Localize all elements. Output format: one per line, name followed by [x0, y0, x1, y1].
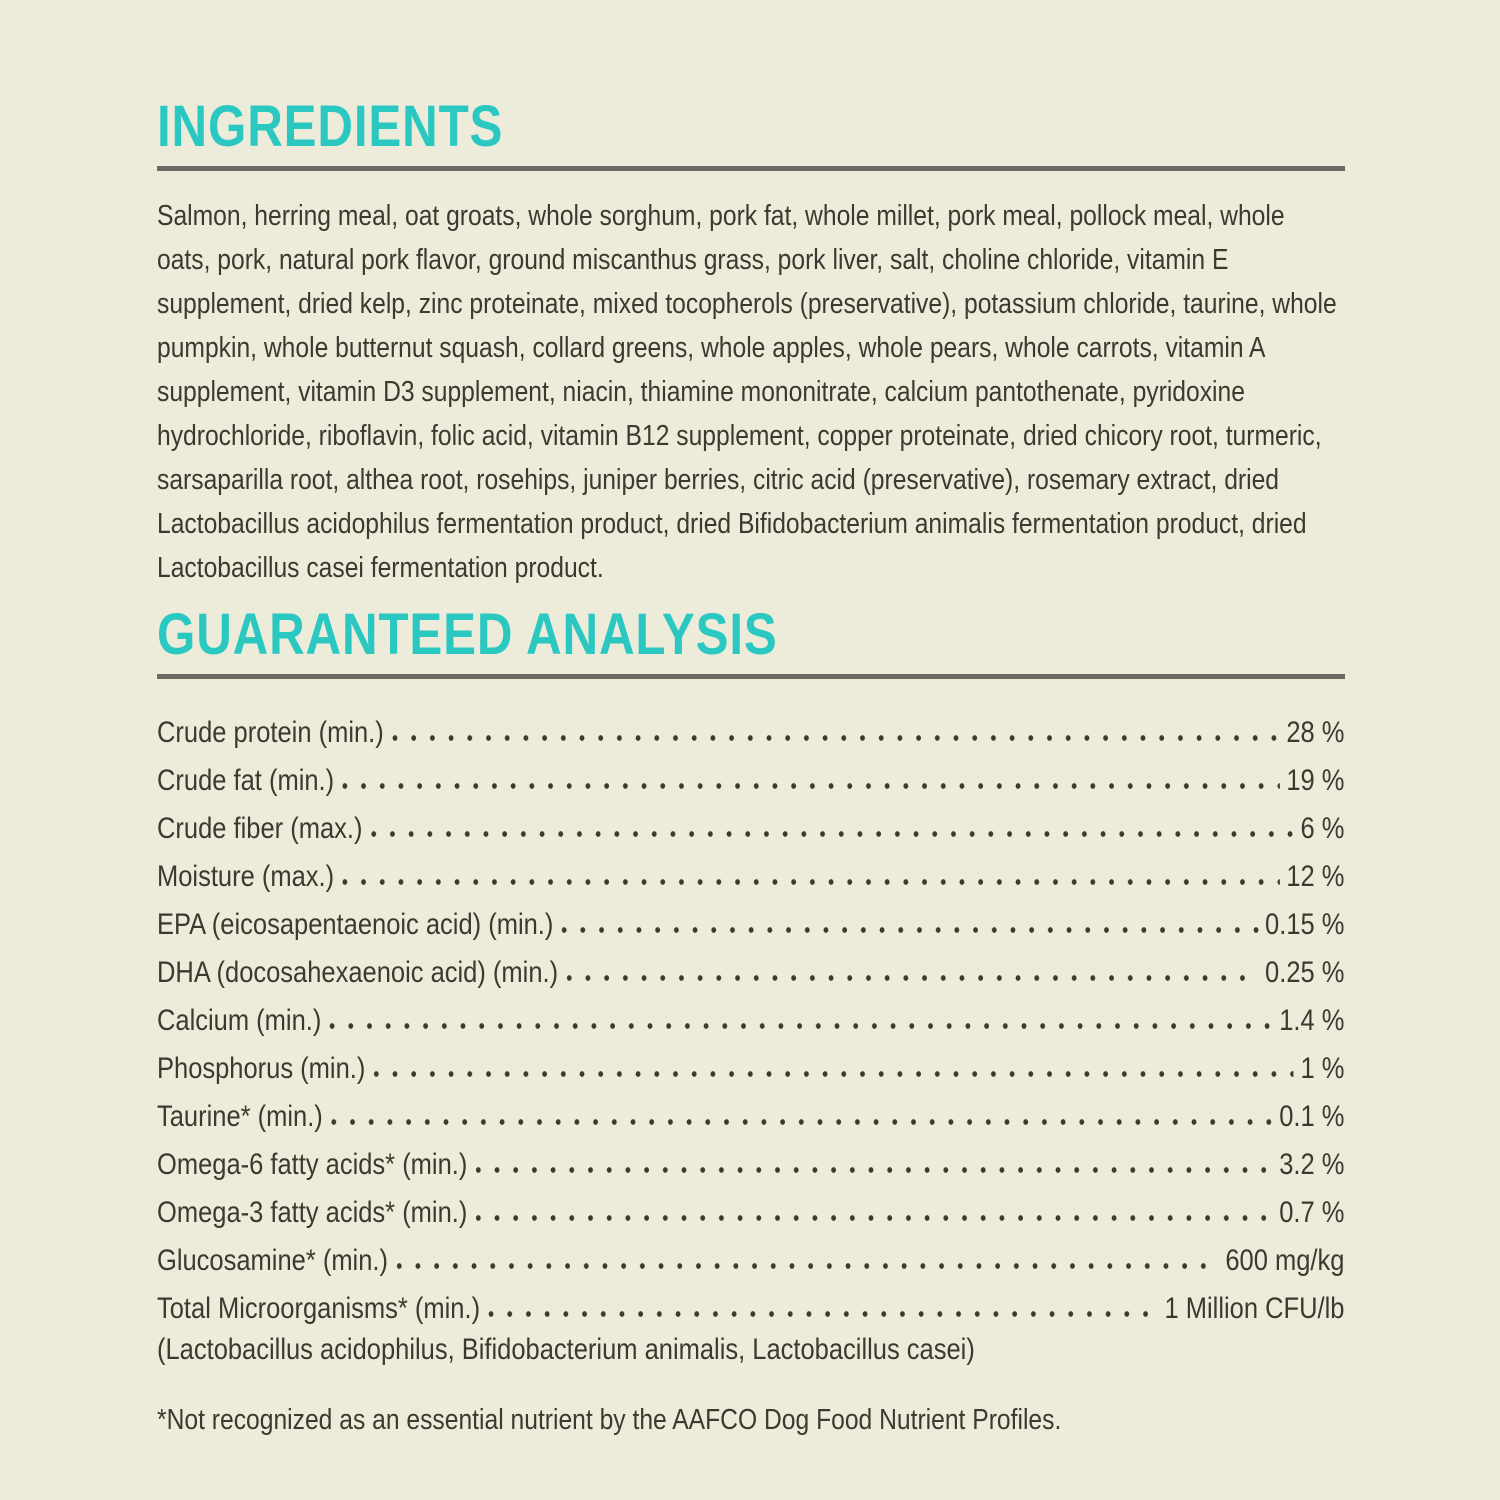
analysis-row-value: 600 mg/kg [1225, 1244, 1345, 1277]
analysis-row-value: 0.7 % [1279, 1196, 1345, 1229]
analysis-row-value: 0.15 % [1265, 908, 1345, 941]
aafco-footnote: *Not recognized as an essential nutrient… [157, 1404, 1062, 1436]
analysis-row-label: Moisture (max.) [157, 860, 335, 893]
analysis-row-value: 6 % [1300, 812, 1345, 845]
analysis-row-label: Omega-6 fatty acids* (min.) [157, 1148, 468, 1181]
analysis-row-value: 0.25 % [1265, 956, 1345, 989]
dot-leader [475, 1215, 1273, 1221]
analysis-row-value: 1 Million CFU/lb [1164, 1292, 1345, 1325]
analysis-row-value: 19 % [1286, 764, 1345, 797]
analysis-row: Moisture (max.) 12 % [157, 846, 1344, 894]
analysis-row: EPA (eicosapentaenoic acid) (min.) 0.15 … [157, 894, 1344, 942]
analysis-row-label: Crude fiber (max.) [157, 812, 363, 845]
analysis-row: Taurine* (min.) 0.1 % [157, 1086, 1344, 1134]
analysis-row-value: 28 % [1286, 716, 1345, 749]
analysis-row: Omega-6 fatty acids* (min.) 3.2 % [157, 1134, 1344, 1182]
ingredients-section-title: INGREDIENTS [157, 94, 504, 159]
analysis-row-label: Glucosamine* (min.) [157, 1244, 388, 1277]
analysis-row-value: 0.1 % [1279, 1100, 1345, 1133]
dot-leader [488, 1311, 1158, 1317]
dot-leader [566, 975, 1259, 981]
analysis-row-label: Crude protein (min.) [157, 716, 384, 749]
dot-leader [329, 1023, 1273, 1029]
dot-leader [342, 783, 1280, 789]
dot-leader [370, 831, 1294, 837]
analysis-row: DHA (docosahexaenoic acid) (min.) 0.25 % [157, 942, 1344, 990]
analysis-row-label: EPA (eicosapentaenoic acid) (min.) [157, 908, 554, 941]
analysis-row: Total Microorganisms* (min.) 1 Million C… [157, 1278, 1344, 1326]
analysis-row: Phosphorus (min.) 1 % [157, 1038, 1344, 1086]
analysis-row: Crude fiber (max.) 6 % [157, 798, 1344, 846]
analysis-row-value: 1.4 % [1279, 1004, 1345, 1037]
analysis-divider-rule [157, 674, 1345, 679]
analysis-row-value: 3.2 % [1279, 1148, 1345, 1181]
microorganisms-note: (Lactobacillus acidophilus, Bifidobacter… [157, 1333, 975, 1366]
dot-leader [373, 1071, 1294, 1077]
analysis-row-value: 12 % [1286, 860, 1345, 893]
analysis-row-label: Taurine* (min.) [157, 1100, 323, 1133]
analysis-row-label: Calcium (min.) [157, 1004, 322, 1037]
analysis-row: Glucosamine* (min.) 600 mg/kg [157, 1230, 1344, 1278]
ingredients-divider-rule [157, 166, 1345, 171]
dot-leader [331, 1119, 1273, 1125]
analysis-row-label: Omega-3 fatty acids* (min.) [157, 1196, 468, 1229]
dot-leader [342, 879, 1280, 885]
dot-leader [392, 735, 1280, 741]
analysis-row-label: DHA (docosahexaenoic acid) (min.) [157, 956, 559, 989]
analysis-row-value: 1 % [1300, 1052, 1345, 1085]
analysis-table: Crude protein (min.) 28 % Crude fat (min… [157, 702, 1344, 1374]
analysis-row-label: Crude fat (min.) [157, 764, 335, 797]
dot-leader [396, 1263, 1219, 1269]
analysis-row: Calcium (min.) 1.4 % [157, 990, 1344, 1038]
analysis-row: Crude protein (min.) 28 % [157, 702, 1344, 750]
analysis-row-label: Total Microorganisms* (min.) [157, 1292, 481, 1325]
analysis-row: Omega-3 fatty acids* (min.) 0.7 % [157, 1182, 1344, 1230]
analysis-row-label: Phosphorus (min.) [157, 1052, 366, 1085]
ingredients-text: Salmon, herring meal, oat groats, whole … [157, 200, 1337, 584]
dot-leader [475, 1167, 1273, 1173]
analysis-row: Crude fat (min.) 19 % [157, 750, 1344, 798]
dot-leader [561, 927, 1259, 933]
analysis-section-title: GUARANTEED ANALYSIS [157, 602, 778, 667]
